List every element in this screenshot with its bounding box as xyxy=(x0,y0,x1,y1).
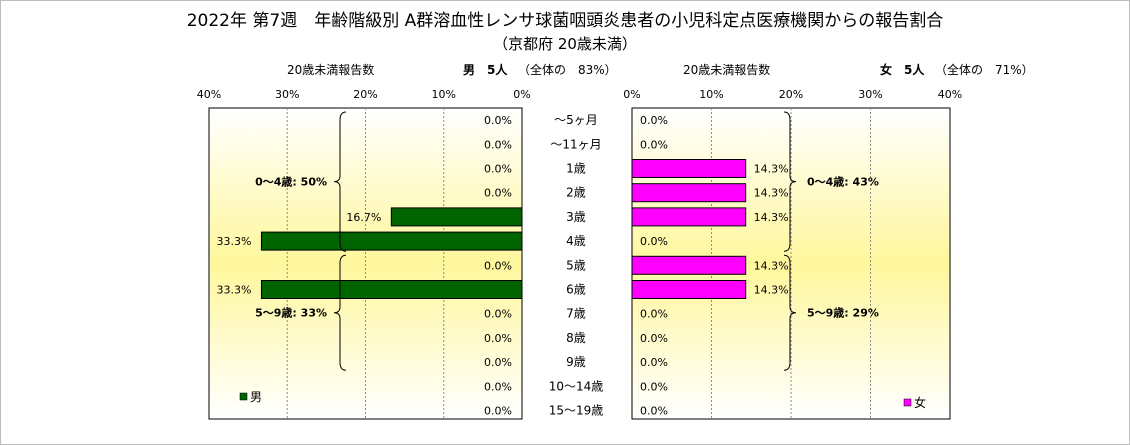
female-value-label: 0.0% xyxy=(640,332,668,345)
female-value-label: 0.0% xyxy=(640,308,668,321)
male-header-label: 20歳未満報告数 xyxy=(287,63,375,77)
male-value-label: 0.0% xyxy=(484,138,512,151)
male-bar xyxy=(260,231,523,251)
chart-subtitle: （京都府 20歳未満） xyxy=(493,35,637,53)
male-plot-area xyxy=(208,107,523,420)
male-header-share: （全体の 83%） xyxy=(518,63,617,77)
female-axis-tick: 0% xyxy=(623,88,640,101)
male-group-brace-5-9 xyxy=(333,254,347,371)
male-legend-label: 男 xyxy=(250,390,262,404)
category-label: 15～19歳 xyxy=(549,404,604,418)
category-label: 3歳 xyxy=(566,210,586,224)
male-axis-tick: 20% xyxy=(353,88,377,101)
male-value-label: 0.0% xyxy=(484,332,512,345)
category-label: 9歳 xyxy=(566,355,586,369)
female-bar xyxy=(631,159,747,178)
female-value-label: 14.3% xyxy=(754,259,789,272)
male-bar xyxy=(260,280,523,299)
category-label: 5歳 xyxy=(566,258,586,272)
male-value-label: 0.0% xyxy=(484,259,512,272)
male-value-label: 16.7% xyxy=(346,211,381,224)
chart-title: 2022年 第7週 年齢階級別 A群溶血性レンサ球菌咽頭炎患者の小児科定点医療機… xyxy=(186,11,944,31)
female-group-label-0-4: 0～4歳: 43% xyxy=(807,175,879,189)
category-label: 2歳 xyxy=(566,186,586,200)
female-header-label: 20歳未満報告数 xyxy=(683,63,771,77)
female-axis-tick: 20% xyxy=(779,88,803,101)
female-bar xyxy=(631,255,747,275)
male-group-brace-0-4 xyxy=(333,111,347,252)
female-axis-tick: 30% xyxy=(858,88,882,101)
female-legend-swatch xyxy=(903,398,912,407)
female-value-label: 0.0% xyxy=(640,380,668,393)
male-value-label: 33.3% xyxy=(216,235,251,248)
category-label: ～5ヶ月 xyxy=(554,113,598,127)
male-value-label: 0.0% xyxy=(484,308,512,321)
female-value-label: 14.3% xyxy=(754,211,789,224)
female-value-label: 0.0% xyxy=(640,235,668,248)
category-label: 7歳 xyxy=(566,307,586,321)
male-value-label: 0.0% xyxy=(484,356,512,369)
male-value-label: 0.0% xyxy=(484,380,512,393)
female-group-label-5-9: 5～9歳: 29% xyxy=(807,306,879,320)
female-group-brace-5-9 xyxy=(783,254,797,371)
male-value-label: 0.0% xyxy=(484,114,512,127)
category-label: 6歳 xyxy=(566,283,586,297)
male-header-count: 男 5人 xyxy=(463,63,508,77)
male-value-label: 0.0% xyxy=(484,405,512,418)
male-value-label: 0.0% xyxy=(484,163,512,176)
male-axis-tick: 10% xyxy=(432,88,456,101)
female-value-label: 0.0% xyxy=(640,114,668,127)
female-header-count: 女 5人 xyxy=(880,63,925,77)
category-label: ～11ヶ月 xyxy=(550,137,601,151)
female-value-label: 0.0% xyxy=(640,356,668,369)
female-value-label: 14.3% xyxy=(754,284,789,297)
category-label: 1歳 xyxy=(566,162,586,176)
male-group-label-0-4: 0～4歳: 50% xyxy=(255,175,327,189)
female-header-share: （全体の 71%） xyxy=(935,63,1034,77)
female-bar xyxy=(631,207,747,227)
male-axis-tick: 40% xyxy=(197,88,221,101)
female-group-brace-0-4 xyxy=(783,111,797,252)
female-value-label: 14.3% xyxy=(754,163,789,176)
female-value-label: 0.0% xyxy=(640,405,668,418)
female-axis-tick: 40% xyxy=(938,88,962,101)
male-bar xyxy=(390,207,523,227)
male-axis-tick: 0% xyxy=(513,88,530,101)
male-value-label: 0.0% xyxy=(484,187,512,200)
category-label: 4歳 xyxy=(566,234,586,248)
female-bar xyxy=(631,280,747,299)
female-axis-tick: 10% xyxy=(699,88,723,101)
category-label: 10～14歳 xyxy=(549,379,604,393)
female-bar xyxy=(631,183,747,203)
female-value-label: 0.0% xyxy=(640,138,668,151)
male-legend-swatch xyxy=(239,392,248,401)
male-axis-tick: 30% xyxy=(275,88,299,101)
male-value-label: 33.3% xyxy=(216,284,251,297)
category-label: 8歳 xyxy=(566,331,586,345)
female-value-label: 14.3% xyxy=(754,187,789,200)
female-legend-label: 女 xyxy=(914,395,926,410)
male-group-label-5-9: 5～9歳: 33% xyxy=(255,306,327,320)
